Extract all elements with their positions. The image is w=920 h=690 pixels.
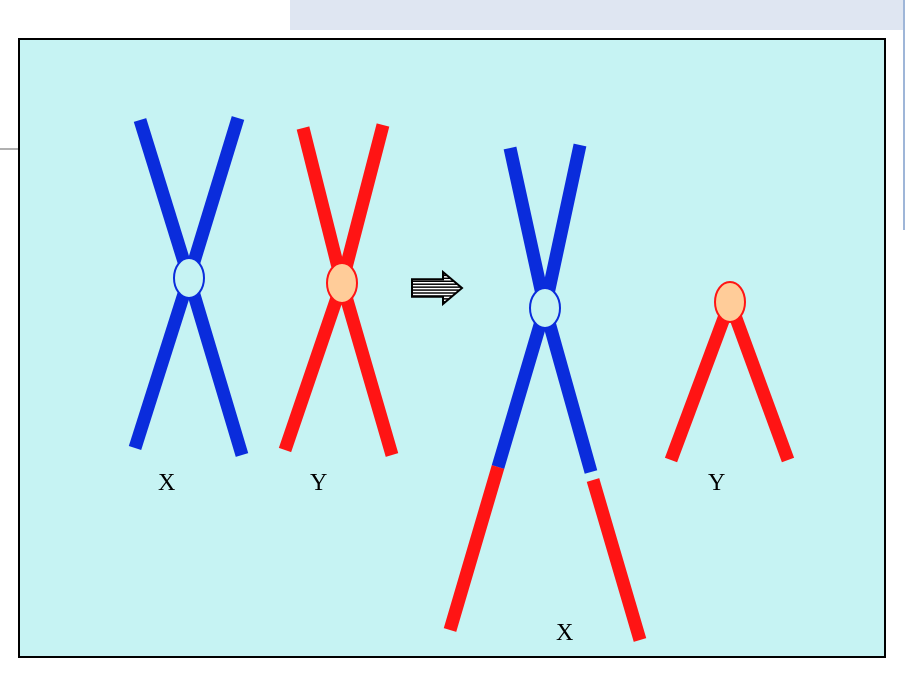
side-rule [903, 0, 905, 230]
label-y-right: Y [708, 470, 725, 497]
label-x-left: X [158, 470, 175, 497]
label-x-right: X [556, 620, 573, 647]
chromosome-diagram [20, 40, 884, 656]
diagram-panel: X Y X Y [18, 38, 886, 658]
header-band [290, 0, 905, 30]
label-y-left: Y [310, 470, 327, 497]
diagram-canvas: X Y X Y [0, 0, 920, 690]
